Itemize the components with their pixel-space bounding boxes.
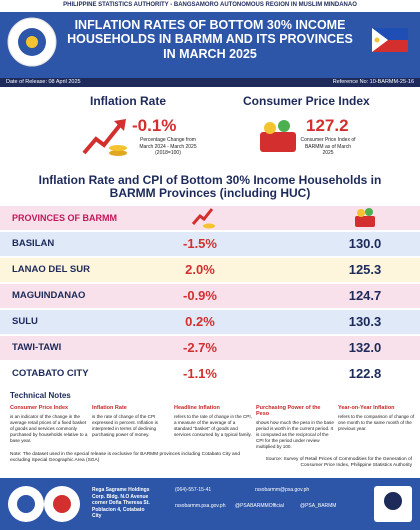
notes-title: Technical Notes xyxy=(10,391,71,400)
province: BASILAN xyxy=(12,238,55,249)
note-text: refers to the rate of change in the CPI,… xyxy=(174,414,252,437)
inflation-rate: 0.2% xyxy=(185,314,215,329)
province: COTABATO CITY xyxy=(12,368,89,379)
table-row: COTABATO CITY -1.1% 122.8 xyxy=(0,362,420,386)
note-term: Year-on-Year Inflation xyxy=(338,405,395,411)
note-term: Purchasing Power of the Peso xyxy=(256,405,321,417)
cpi: 130.3 xyxy=(348,314,382,329)
cpi-caption: Consumer Price Index of BARMM as of Marc… xyxy=(300,137,356,156)
source: Source: Survey of Retail Prices of Commo… xyxy=(265,457,412,469)
province: MAGUINDANAO xyxy=(12,290,86,301)
note-text: is the rate of change of the CPI express… xyxy=(92,414,158,437)
province: TAWI-TAWI xyxy=(12,342,62,353)
table-title: Inflation Rate and CPI of Bottom 30% Inc… xyxy=(38,173,382,201)
agency: PHILIPPINE STATISTICS AUTHORITY - BANGSA… xyxy=(63,2,357,8)
title: INFLATION RATES OF BOTTOM 30% INCOME HOU… xyxy=(67,18,353,61)
cpi: 130.0 xyxy=(348,236,382,251)
header-band xyxy=(0,12,420,78)
inflation-rate: -1.5% xyxy=(183,236,217,251)
cpi: 122.8 xyxy=(348,366,382,381)
note-column: Year-on-Year Inflation refers to the comp… xyxy=(338,405,416,432)
cpi: 124.7 xyxy=(348,288,382,303)
phone[interactable]: (064)-557-15-41 xyxy=(175,487,212,493)
note: Note: The dataset used in the special re… xyxy=(10,452,241,464)
inflation-col-icon xyxy=(191,208,215,229)
cpi: 125.3 xyxy=(348,262,382,277)
inflation-title: Inflation Rate xyxy=(90,94,167,108)
facebook[interactable]: @PSABARMMOfficial xyxy=(235,503,284,509)
release-strip xyxy=(0,78,420,87)
note-column: Inflation Rate is the rate of change of t… xyxy=(92,405,170,438)
note-column: Purchasing Power of the Peso shows how mu… xyxy=(256,405,334,450)
cpi-value: 127.2 xyxy=(306,116,349,135)
inflation-value: -0.1% xyxy=(132,116,177,135)
footer-logos xyxy=(8,486,80,522)
table-row: SULU 0.2% 130.3 xyxy=(0,310,420,334)
email[interactable]: rssobarmm@psa.gov.ph xyxy=(255,487,310,493)
inflation-rate: 2.0% xyxy=(185,262,215,277)
note-text: shows how much the peso in the base peri… xyxy=(256,420,334,449)
table-row: BASILAN -1.5% 130.0 xyxy=(0,232,420,256)
table-header-label: PROVINCES OF BARMM xyxy=(12,213,118,223)
release-date: Date of Release: 08 April 2025 xyxy=(6,79,81,85)
website[interactable]: rssobarmm.psa.gov.ph xyxy=(175,503,226,509)
note-text: is an indicator of the change in the ave… xyxy=(10,414,88,443)
reference-no: Reference No: 10-BARMM-25-16 xyxy=(332,79,414,85)
cpi-title: Consumer Price Index xyxy=(243,94,370,108)
note-column: Consumer Price Index is an indicator of t… xyxy=(10,405,88,444)
cpi-icon xyxy=(260,120,296,152)
note-text: refers to the comparison of change of on… xyxy=(338,414,415,431)
inflation-caption: Percentage Change from March 2024 - Marc… xyxy=(139,137,197,156)
note-column: Headline Inflation refers to the rate of … xyxy=(174,405,252,438)
twitter[interactable]: @PSA_BARMM xyxy=(300,503,337,509)
province: LANAO DEL SUR xyxy=(12,264,90,275)
inflation-rate: -1.1% xyxy=(183,366,217,381)
note-term: Inflation Rate xyxy=(92,405,127,411)
cpi-col-icon xyxy=(355,208,375,227)
inflation-icon xyxy=(82,119,127,156)
logo xyxy=(7,17,57,67)
table-row: LANAO DEL SUR 2.0% 125.3 xyxy=(0,258,420,282)
flag xyxy=(372,28,408,52)
note-term: Headline Inflation xyxy=(174,405,220,411)
certification-badge xyxy=(374,486,412,522)
inflation-rate: -2.7% xyxy=(183,340,217,355)
inflation-rate: -0.9% xyxy=(183,288,217,303)
table-row: TAWI-TAWI -2.7% 132.0 xyxy=(0,336,420,360)
address: Rega Sagrame Holdings Corp. Bldg. N.O Av… xyxy=(92,487,150,519)
cpi: 132.0 xyxy=(348,340,382,355)
table-row: MAGUINDANAO -0.9% 124.7 xyxy=(0,284,420,308)
note-term: Consumer Price Index xyxy=(10,405,69,411)
province: SULU xyxy=(12,316,38,327)
